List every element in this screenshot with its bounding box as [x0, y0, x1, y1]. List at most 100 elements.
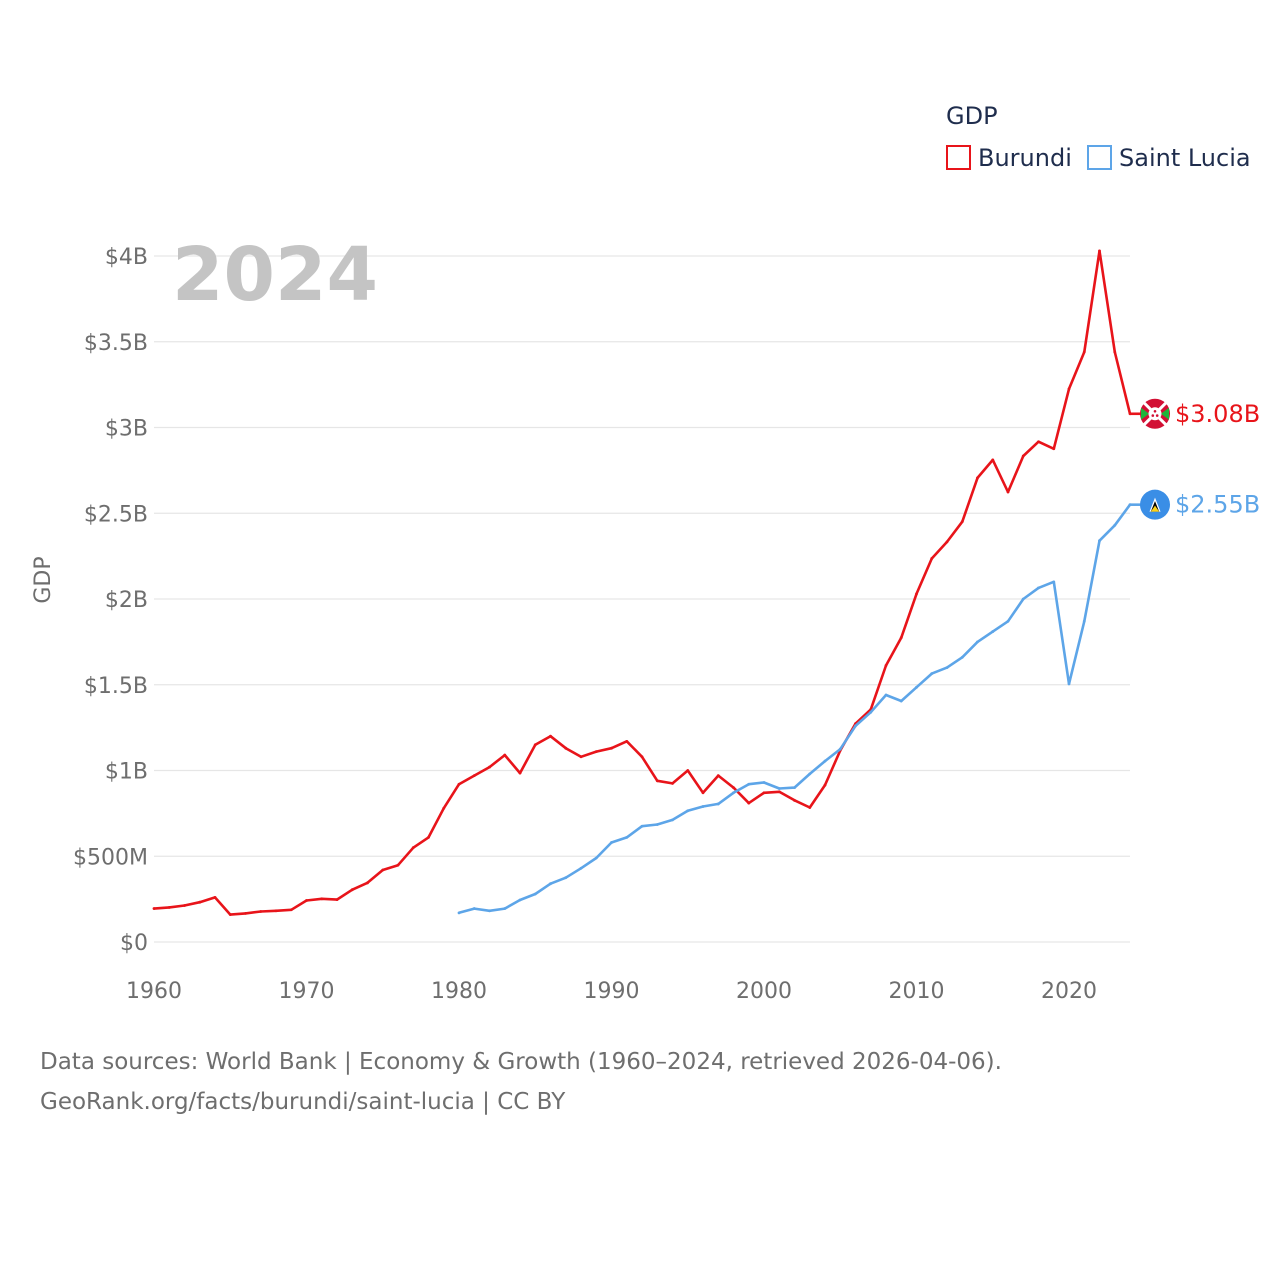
data-point: [320, 897, 324, 901]
series-line-saint-lucia[interactable]: [458, 503, 1132, 915]
data-point: [1006, 490, 1010, 494]
data-point: [549, 882, 552, 886]
data-point: [594, 750, 598, 754]
data-point: [747, 782, 751, 786]
x-tick-label: 2020: [1041, 979, 1097, 1004]
data-point: [701, 805, 705, 808]
y-tick-label: $4B: [105, 245, 148, 270]
x-tick-label: 1980: [431, 979, 487, 1004]
data-point: [762, 781, 766, 784]
y-tick-label: $2B: [105, 588, 148, 613]
data-point: [945, 540, 949, 544]
data-point: [686, 769, 690, 772]
data-point: [869, 710, 873, 714]
data-point: [732, 791, 735, 795]
data-point: [472, 774, 476, 778]
legend[interactable]: GDP Burundi Saint Lucia: [946, 102, 1251, 172]
data-point: [1113, 350, 1117, 354]
data-point: [640, 824, 644, 828]
data-point: [732, 786, 735, 790]
data-point: [716, 774, 720, 778]
data-point: [762, 791, 766, 795]
data-point: [564, 876, 568, 880]
data-point: [686, 809, 690, 813]
data-point: [228, 913, 232, 916]
data-point: [884, 693, 888, 697]
data-point: [335, 898, 339, 902]
legend-swatch: [946, 145, 971, 170]
data-point: [976, 476, 979, 480]
y-tick-label: $3.5B: [84, 331, 148, 356]
data-point: [610, 746, 613, 750]
data-point: [777, 790, 781, 794]
data-point: [991, 630, 995, 633]
data-point: [1082, 350, 1086, 354]
data-point: [366, 881, 369, 885]
data-point: [915, 685, 918, 689]
data-point: [960, 655, 964, 659]
x-axis-ticks: 1960 1970 1980 1990 2000 2010 2020: [126, 979, 1097, 1004]
data-point: [930, 672, 934, 676]
data-point: [1037, 586, 1040, 590]
data-point: [655, 779, 659, 783]
end-value-label: $2.55B: [1175, 491, 1260, 519]
data-point: [671, 781, 674, 785]
data-point: [564, 746, 568, 750]
legend-label: Saint Lucia: [1119, 144, 1251, 172]
data-point: [1006, 619, 1010, 623]
y-tick-label: $500M: [73, 845, 148, 870]
data-point: [1021, 597, 1025, 601]
y-tick-label: $2.5B: [84, 502, 148, 527]
data-point: [472, 907, 476, 910]
data-point: [381, 868, 385, 872]
data-point: [640, 755, 644, 759]
data-point: [152, 907, 156, 910]
source-line-2[interactable]: GeoRank.org/facts/burundi/saint-lucia | …: [40, 1089, 566, 1115]
data-point: [350, 888, 354, 892]
data-point: [945, 666, 949, 669]
data-point: [259, 910, 263, 913]
legend-item-burundi[interactable]: Burundi: [946, 144, 1072, 172]
data-point: [655, 823, 659, 826]
data-point: [991, 458, 995, 462]
data-point: [427, 835, 430, 839]
y-axis-ticks: $0 $500M $1B $1.5B $2B $2.5B $3B $3.5B $4B: [73, 245, 148, 956]
y-tick-label: $1B: [105, 760, 148, 785]
legend-swatch: [1087, 145, 1112, 170]
data-point: [579, 866, 583, 870]
data-point: [488, 765, 491, 769]
data-point: [625, 835, 629, 839]
data-point: [411, 846, 415, 850]
data-point: [823, 783, 827, 787]
data-point: [503, 753, 507, 757]
y-tick-label: $3B: [105, 417, 148, 442]
data-point: [884, 664, 888, 667]
data-point: [518, 771, 522, 775]
year-watermark: 2024: [172, 232, 378, 318]
data-point: [1067, 682, 1071, 686]
end-value-label: $3.08B: [1175, 400, 1260, 428]
series-line-burundi[interactable]: [153, 249, 1132, 916]
burundi-flag-icon: [1140, 398, 1170, 429]
data-point: [579, 755, 583, 759]
data-point: [396, 863, 400, 867]
x-tick-label: 2010: [889, 979, 945, 1004]
saint-lucia-flag-icon: [1140, 489, 1170, 520]
data-point: [899, 636, 903, 639]
data-point: [442, 806, 446, 810]
legend-label: Burundi: [978, 144, 1072, 172]
legend-item-saint-lucia[interactable]: Saint Lucia: [1087, 144, 1251, 172]
data-point: [594, 856, 598, 860]
data-point: [1021, 454, 1025, 458]
data-point: [930, 557, 934, 560]
data-point: [1082, 619, 1086, 623]
data-point: [1037, 440, 1040, 444]
data-point: [808, 806, 812, 809]
data-point: [488, 909, 491, 913]
data-point: [1052, 580, 1056, 584]
data-point: [915, 592, 918, 596]
data-point: [701, 791, 705, 795]
legend-title: GDP: [946, 102, 998, 130]
data-point: [808, 772, 812, 776]
data-point: [793, 786, 796, 790]
